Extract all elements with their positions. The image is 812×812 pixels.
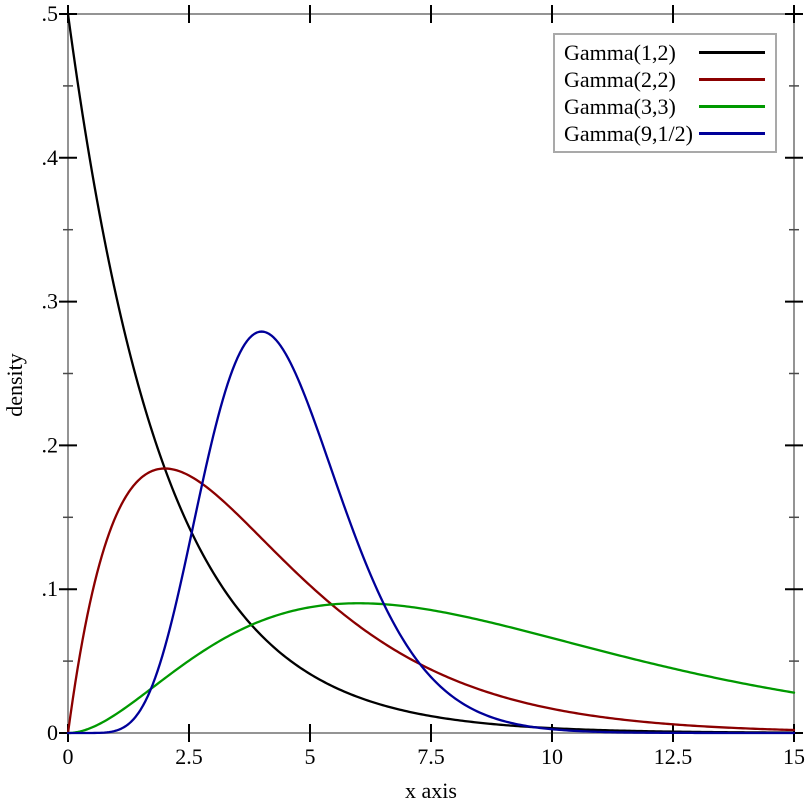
x-tick-label: 2.5 — [175, 744, 203, 769]
curve-gamma-3-3 — [66, 602, 796, 735]
x-tick-label: 12.5 — [654, 744, 693, 769]
legend-line-swatch — [699, 78, 765, 81]
x-tick-label: 5 — [305, 744, 316, 769]
legend-entry: Gamma(3,3) — [564, 93, 765, 120]
legend-line-swatch — [699, 105, 765, 108]
y-tick-label: .5 — [42, 1, 59, 26]
curve-gamma-9-1-2 — [66, 330, 796, 735]
curve-gamma-2-2 — [66, 467, 796, 735]
y-tick-label: .4 — [42, 145, 59, 170]
legend-line-swatch — [699, 51, 765, 54]
legend-label: Gamma(9,1/2) — [564, 120, 693, 146]
x-tick-label: 7.5 — [417, 744, 445, 769]
legend-entry: Gamma(9,1/2) — [564, 120, 765, 147]
x-tick-label: 10 — [541, 744, 563, 769]
legend-entry: Gamma(2,2) — [564, 66, 765, 93]
curve-gamma-1-2 — [66, 12, 796, 734]
y-tick-label: 0 — [47, 720, 58, 745]
legend-label: Gamma(2,2) — [564, 66, 676, 92]
y-tick-label: .3 — [42, 289, 59, 314]
y-axis-title: density — [2, 353, 27, 417]
legend-label: Gamma(1,2) — [564, 39, 676, 65]
x-axis-title: x axis — [405, 778, 457, 803]
legend-entry: Gamma(1,2) — [564, 39, 765, 66]
legend: Gamma(1,2) Gamma(2,2) Gamma(3,3) Gamma(9,1/… — [553, 33, 777, 153]
legend-label: Gamma(3,3) — [564, 93, 676, 119]
x-tick-label: 15 — [783, 744, 805, 769]
y-tick-label: .2 — [42, 432, 59, 457]
y-tick-label: .1 — [42, 576, 59, 601]
x-tick-label: 0 — [63, 744, 74, 769]
legend-line-swatch — [699, 132, 765, 135]
